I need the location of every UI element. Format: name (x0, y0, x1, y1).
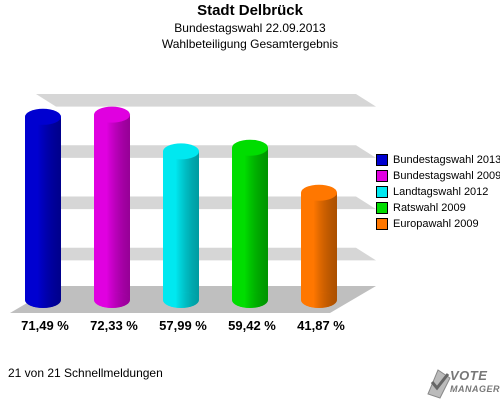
legend-label: Ratswahl 2009 (393, 202, 466, 214)
vote-manager-logo-icon (427, 369, 451, 399)
value-label: 57,99 % (159, 318, 207, 333)
vote-manager-logo: VOTE MANAGER (424, 364, 500, 400)
legend-swatch (376, 218, 388, 230)
bar-shade (301, 192, 337, 300)
chart-subtitle: Bundestagswahl 22.09.2013 (174, 21, 326, 35)
bar (301, 184, 337, 308)
bar (163, 143, 199, 308)
bar-top (163, 143, 199, 160)
status-text: 21 von 21 Schnellmeldungen (8, 366, 163, 380)
bar (232, 139, 268, 308)
bar (25, 108, 61, 308)
grid-band (36, 94, 376, 107)
bar-shade (94, 114, 130, 300)
bar-base-shade (163, 292, 199, 308)
legend-item: Landtagswahl 2012 (376, 184, 500, 200)
grid-band (36, 145, 376, 158)
legend-item: Bundestagswahl 2009 (376, 168, 500, 184)
bar-shade (163, 151, 199, 300)
legend-item: Bundestagswahl 2013 (376, 152, 500, 168)
legend-swatch (376, 202, 388, 214)
legend: Bundestagswahl 2013 Bundestagswahl 2009 … (376, 152, 500, 232)
legend-label: Landtagswahl 2012 (393, 186, 489, 198)
legend-label: Bundestagswahl 2013 (393, 154, 500, 166)
bar-shade (25, 116, 61, 300)
logo-text-line1: VOTE (450, 368, 488, 383)
bar (94, 106, 130, 308)
value-labels: 71,49 % 72,33 % 57,99 % 59,42 % 41,87 % (21, 318, 345, 333)
bar-top (301, 184, 337, 201)
value-label: 71,49 % (21, 318, 69, 333)
bar-base-shade (94, 292, 130, 308)
bar-top (94, 106, 130, 123)
chart-subtitle-2: Wahlbeteiligung Gesamtergebnis (161, 37, 339, 51)
bar-shade (232, 147, 268, 300)
bar-base-shade (232, 292, 268, 308)
legend-item: Ratswahl 2009 (376, 200, 500, 216)
legend-item: Europawahl 2009 (376, 216, 500, 232)
bar-top (25, 108, 61, 125)
legend-swatch (376, 154, 388, 166)
bar-base-shade (301, 292, 337, 308)
bar-top (232, 139, 268, 156)
value-label: 41,87 % (297, 318, 345, 333)
chart-title: Stadt Delbrück (197, 2, 303, 19)
logo-text-line2: MANAGER (450, 384, 500, 394)
legend-label: Europawahl 2009 (393, 218, 479, 230)
legend-label: Bundestagswahl 2009 (393, 170, 500, 182)
legend-swatch (376, 186, 388, 198)
legend-swatch (376, 170, 388, 182)
value-label: 72,33 % (90, 318, 138, 333)
bar-base-shade (25, 292, 61, 308)
value-label: 59,42 % (228, 318, 276, 333)
chart-bars (25, 106, 337, 308)
